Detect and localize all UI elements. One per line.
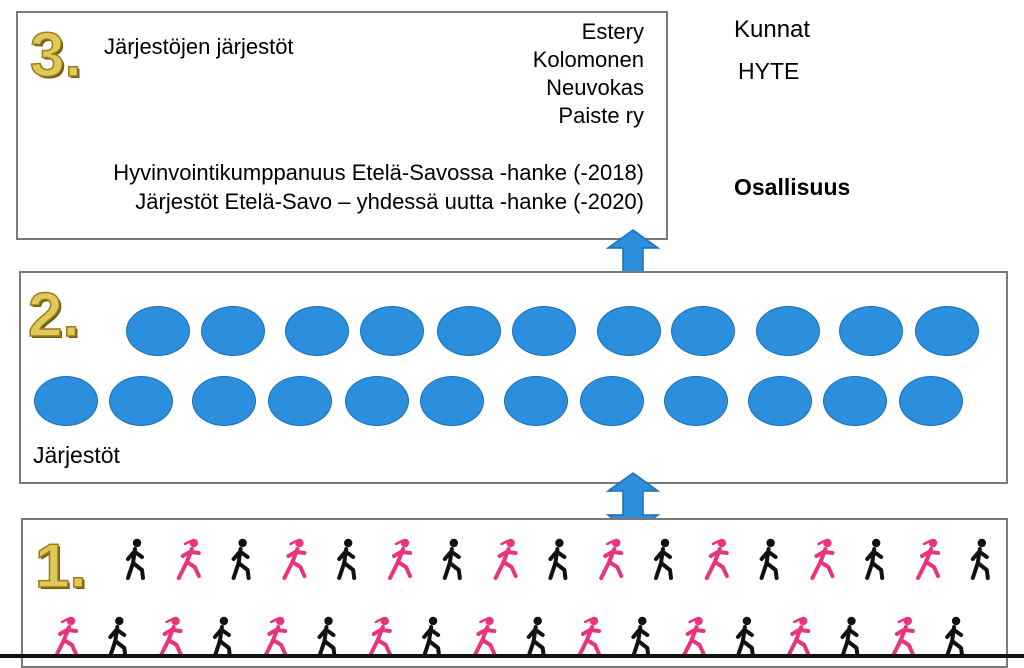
runner-icon [890,616,915,658]
runner-icon [176,538,201,580]
level3-box: 3. Järjestöjen järjestöt Estery Kolomone… [16,11,668,240]
runner-icon [704,538,729,580]
organization-ellipse [437,306,501,356]
level3-org-list: Estery Kolomonen Neuvokas Paiste ry [533,18,644,130]
runner-icon [577,616,601,658]
level1-number: 1. [34,532,87,601]
organization-ellipse [580,376,644,426]
walker-icon [759,538,779,580]
project-item-1: Järjestöt Etelä-Savo – yhdessä uutta -ha… [135,188,644,214]
organization-ellipse [823,376,887,426]
organization-ellipse [109,376,173,426]
runner-icon [158,616,183,658]
level3-number: 3. [29,21,82,90]
organization-ellipse [748,376,812,426]
organization-ellipse [756,306,820,356]
runner-icon [367,616,392,658]
project-item-0: Hyvinvointikumppanuus Etelä-Savossa -han… [113,160,644,185]
walker-icon [212,616,232,658]
organization-ellipse [664,376,728,426]
organization-ellipse [512,306,576,356]
walker-icon [126,538,145,580]
organization-ellipse [671,306,735,356]
level3-project-list: Hyvinvointikumppanuus Etelä-Savossa -han… [113,159,644,216]
org-item-3: Paiste ry [558,102,644,128]
walker-icon [231,538,251,580]
runner-icon [599,538,624,580]
walker-icon [865,538,885,580]
runner-icon [472,616,497,658]
hyte-label: HYTE [738,58,800,84]
organization-ellipse [597,306,661,356]
walker-icon [442,538,462,580]
walker-icon [526,616,546,658]
runner-icon [493,538,518,580]
walker-icon [548,538,568,580]
organization-ellipse [345,376,409,426]
level3-title: Järjestöjen järjestöt [104,34,294,59]
org-item-2: Neuvokas [546,74,644,100]
organization-ellipse [504,376,568,426]
organization-ellipse [201,306,265,356]
people-row-2 [54,616,965,658]
bottom-edge [0,654,1024,658]
organization-ellipse [915,306,979,356]
walker-icon [970,538,990,580]
people-row-1 [126,538,990,580]
level2-number: 2. [27,281,80,350]
walker-icon [337,538,357,580]
walker-icon [631,616,651,658]
walker-icon [317,616,337,658]
walker-icon [840,616,860,658]
runner-icon [282,538,307,580]
runner-icon [916,538,940,580]
organization-ellipse [420,376,484,426]
organization-ellipse [899,376,963,426]
runner-icon [263,616,288,658]
organization-ellipse [285,306,349,356]
walker-icon [422,616,442,658]
walker-icon [945,616,965,658]
walker-icon [735,616,755,658]
organization-ellipse [34,376,98,426]
org-item-0: Estery [581,19,644,44]
organization-ellipse [839,306,903,356]
org-item-1: Kolomonen [532,46,644,72]
runner-icon [388,538,412,580]
organization-ellipse [126,306,190,356]
kunnat-label: Kunnat [734,16,811,43]
runner-icon [681,616,706,658]
level2-label: Järjestöt [33,442,120,468]
osallisuus-label: Osallisuus [734,174,851,200]
runner-icon [786,616,811,658]
runner-icon [810,538,835,580]
walker-icon [108,616,128,658]
organization-ellipse [192,376,256,426]
organization-ellipse [268,376,332,426]
runner-icon [54,616,78,658]
organization-ellipse [360,306,424,356]
walker-icon [654,538,673,580]
